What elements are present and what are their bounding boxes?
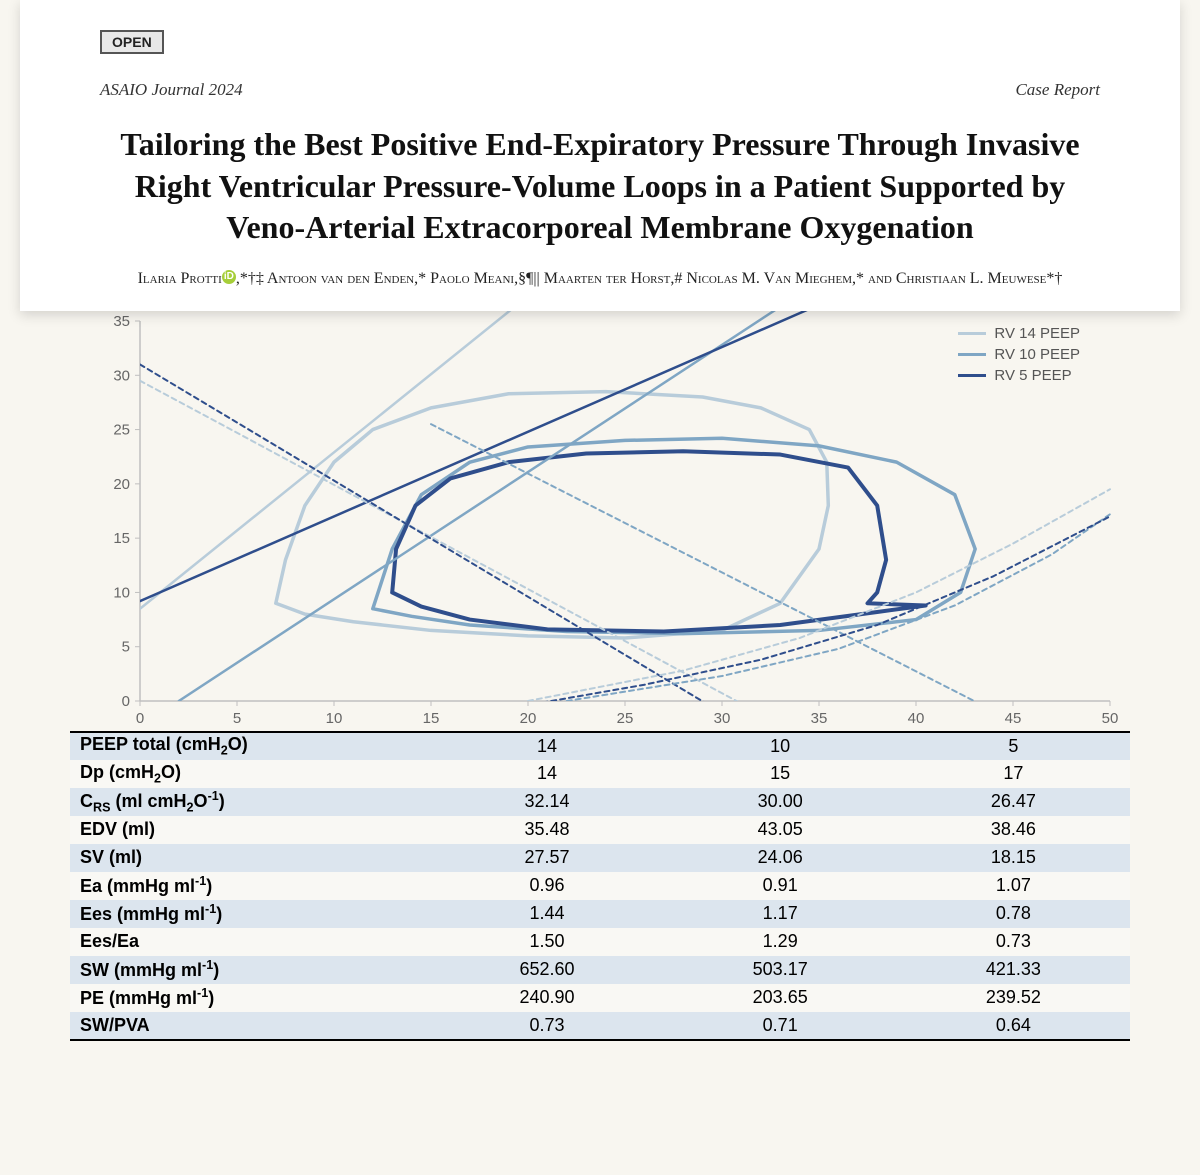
chart-legend: RV 14 PEEP RV 10 PEEP RV 5 PEEP (958, 325, 1080, 388)
row-value: 0.96 (430, 872, 663, 900)
legend-swatch (958, 332, 986, 335)
row-label: CRS (ml cmH2O-1) (70, 788, 430, 816)
row-value: 43.05 (664, 816, 897, 844)
legend-item: RV 5 PEEP (958, 367, 1080, 384)
row-value: 1.44 (430, 900, 663, 928)
row-label: Dp (cmH2O) (70, 760, 430, 788)
row-value: 14 (430, 732, 663, 760)
row-value: 5 (897, 732, 1130, 760)
row-value: 32.14 (430, 788, 663, 816)
svg-text:0: 0 (122, 693, 130, 710)
table-row: SW/PVA0.730.710.64 (70, 1012, 1130, 1040)
svg-text:50: 50 (1102, 710, 1119, 727)
row-value: 0.91 (664, 872, 897, 900)
row-value: 503.17 (664, 956, 897, 984)
table-row: CRS (ml cmH2O-1)32.1430.0026.47 (70, 788, 1130, 816)
table-row: PEEP total (cmH2O)14105 (70, 732, 1130, 760)
row-label: SV (ml) (70, 844, 430, 872)
row-label: EDV (ml) (70, 816, 430, 844)
open-access-badge: OPEN (100, 30, 164, 54)
svg-text:0: 0 (136, 710, 144, 727)
row-value: 0.64 (897, 1012, 1130, 1040)
row-value: 421.33 (897, 956, 1130, 984)
svg-text:20: 20 (520, 710, 537, 727)
row-value: 1.07 (897, 872, 1130, 900)
row-value: 203.65 (664, 984, 897, 1012)
data-table: PEEP total (cmH2O)14105Dp (cmH2O)141517C… (70, 731, 1130, 1041)
row-value: 0.71 (664, 1012, 897, 1040)
legend-label: RV 10 PEEP (994, 346, 1080, 363)
svg-text:25: 25 (113, 421, 130, 438)
legend-label: RV 5 PEEP (994, 367, 1071, 384)
row-label: Ees (mmHg ml-1) (70, 900, 430, 928)
row-value: 18.15 (897, 844, 1130, 872)
row-value: 1.17 (664, 900, 897, 928)
svg-text:25: 25 (617, 710, 634, 727)
svg-text:10: 10 (113, 584, 130, 601)
row-value: 0.73 (430, 1012, 663, 1040)
row-label: SW (mmHg ml-1) (70, 956, 430, 984)
svg-text:45: 45 (1005, 710, 1022, 727)
svg-text:15: 15 (423, 710, 440, 727)
table-row: EDV (ml)35.4843.0538.46 (70, 816, 1130, 844)
row-value: 26.47 (897, 788, 1130, 816)
journal-name: ASAIO Journal 2024 (100, 80, 243, 100)
row-value: 10 (664, 732, 897, 760)
row-value: 24.06 (664, 844, 897, 872)
row-label: PE (mmHg ml-1) (70, 984, 430, 1012)
table-row: Dp (cmH2O)141517 (70, 760, 1130, 788)
table-row: SW (mmHg ml-1)652.60503.17421.33 (70, 956, 1130, 984)
legend-item: RV 10 PEEP (958, 346, 1080, 363)
row-label: SW/PVA (70, 1012, 430, 1040)
row-value: 30.00 (664, 788, 897, 816)
svg-text:35: 35 (811, 710, 828, 727)
article-title: Tailoring the Best Positive End-Expirato… (100, 124, 1100, 249)
table-row: SV (ml)27.5724.0618.15 (70, 844, 1130, 872)
svg-text:15: 15 (113, 530, 130, 547)
table-row: Ea (mmHg ml-1)0.960.911.07 (70, 872, 1130, 900)
svg-text:10: 10 (326, 710, 343, 727)
legend-swatch (958, 374, 986, 378)
row-label: PEEP total (cmH2O) (70, 732, 430, 760)
table-row: PE (mmHg ml-1)240.90203.65239.52 (70, 984, 1130, 1012)
svg-text:30: 30 (113, 367, 130, 384)
row-value: 240.90 (430, 984, 663, 1012)
meta-row: ASAIO Journal 2024 Case Report (100, 80, 1100, 100)
table-row: Ees (mmHg ml-1)1.441.170.78 (70, 900, 1130, 928)
legend-swatch (958, 353, 986, 356)
author-list: Ilaria ProttiiD,*†‡ Antoon van den Enden… (100, 267, 1100, 291)
svg-text:5: 5 (122, 638, 130, 655)
row-value: 27.57 (430, 844, 663, 872)
row-label: Ees/Ea (70, 928, 430, 956)
pv-loop-chart: 0 5 10 15 20 25 30 35 0 5 10 15 20 25 30 35 40 45 50 RV 14… (80, 311, 1120, 731)
row-value: 17 (897, 760, 1130, 788)
article-type: Case Report (1015, 80, 1100, 100)
row-value: 1.29 (664, 928, 897, 956)
svg-text:30: 30 (714, 710, 731, 727)
row-value: 652.60 (430, 956, 663, 984)
svg-text:40: 40 (908, 710, 925, 727)
table-row: Ees/Ea1.501.290.73 (70, 928, 1130, 956)
row-value: 1.50 (430, 928, 663, 956)
svg-text:20: 20 (113, 476, 130, 493)
row-value: 15 (664, 760, 897, 788)
row-value: 0.78 (897, 900, 1130, 928)
svg-text:35: 35 (113, 313, 130, 330)
legend-item: RV 14 PEEP (958, 325, 1080, 342)
legend-label: RV 14 PEEP (994, 325, 1080, 342)
row-value: 38.46 (897, 816, 1130, 844)
svg-text:5: 5 (233, 710, 241, 727)
table-body: PEEP total (cmH2O)14105Dp (cmH2O)141517C… (70, 732, 1130, 1040)
row-value: 14 (430, 760, 663, 788)
row-value: 35.48 (430, 816, 663, 844)
paper-header: OPEN ASAIO Journal 2024 Case Report Tail… (20, 0, 1180, 311)
row-value: 0.73 (897, 928, 1130, 956)
row-label: Ea (mmHg ml-1) (70, 872, 430, 900)
row-value: 239.52 (897, 984, 1130, 1012)
